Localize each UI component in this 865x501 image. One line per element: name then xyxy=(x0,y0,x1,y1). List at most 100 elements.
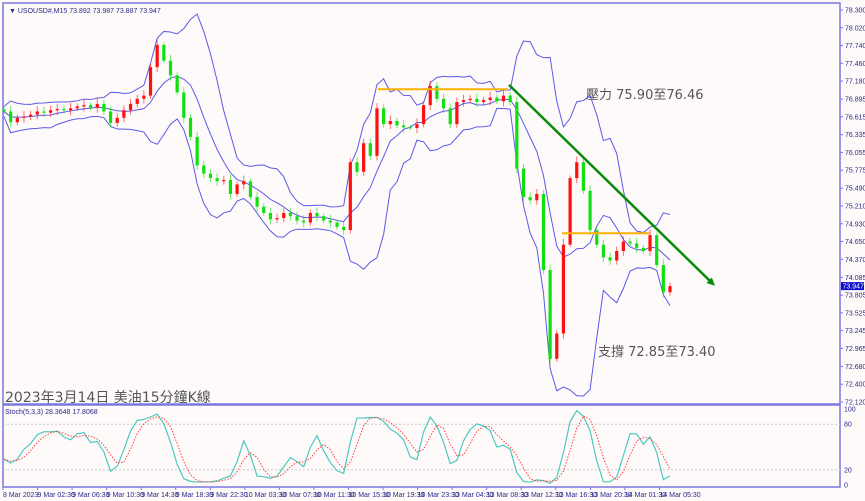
price-tick-label: 77.740 xyxy=(845,43,865,50)
time-tick-label: 13 Mar 16:30 xyxy=(556,492,597,499)
candle-body xyxy=(175,75,179,93)
price-tick-label: 72.400 xyxy=(845,382,865,389)
candle-body xyxy=(608,257,612,261)
candle-body xyxy=(481,100,486,102)
candle-body xyxy=(455,101,459,125)
candle-body xyxy=(468,98,472,101)
time-tick-label: 13 Mar 20:30 xyxy=(590,492,631,499)
current-price-marker xyxy=(841,282,864,291)
candle-body xyxy=(182,92,186,118)
time-tick-label: 9 Mar 14:30 xyxy=(141,492,178,499)
candle-body xyxy=(308,212,312,223)
time-tick-label: 13 Mar 12:30 xyxy=(521,492,562,499)
candle-body xyxy=(275,218,279,220)
price-tick-label: 72.680 xyxy=(845,364,865,371)
candle-body xyxy=(342,226,346,231)
support-annotation: 支撐 72.85至73.40 xyxy=(598,345,716,360)
candle-body xyxy=(595,230,599,245)
candle-body xyxy=(49,110,53,113)
candle-body xyxy=(262,206,266,213)
candle-body xyxy=(362,143,366,172)
stoch-main-line xyxy=(3,409,671,484)
candle-body xyxy=(621,241,625,252)
candle-body xyxy=(142,95,146,99)
candle-body xyxy=(315,212,319,217)
candle-body xyxy=(635,243,639,248)
candle-body xyxy=(535,193,539,201)
candle-body xyxy=(35,111,39,115)
price-tick-label: 73.805 xyxy=(845,293,865,300)
chart-caption: 2023年3月14日 美油15分鐘K線 xyxy=(5,389,211,406)
candle-body xyxy=(395,121,399,126)
price-axis: 78.300 78.020 77.740 77.460 77.180 76.895 76.6… xyxy=(840,8,865,407)
candle-body xyxy=(335,222,339,227)
time-tick-label: 9 Mar 06:30 xyxy=(72,492,109,499)
candle-body xyxy=(228,179,233,194)
price-tick-label: 73.525 xyxy=(845,310,865,317)
candle-body xyxy=(322,216,326,221)
candle-body xyxy=(135,98,139,104)
candle-body xyxy=(355,162,359,172)
candle-body xyxy=(661,264,665,293)
candle-body xyxy=(628,241,632,244)
candle-body xyxy=(235,184,239,194)
current-price-label: 73.947 xyxy=(843,284,865,291)
collapse-triangle-icon: ▼ xyxy=(9,8,18,15)
stoch-tick-label: 100 xyxy=(844,407,856,414)
candle-body xyxy=(108,111,113,123)
time-tick-label: 9 Mar 10:30 xyxy=(107,492,144,499)
candle-body xyxy=(382,108,386,125)
candle-body xyxy=(122,110,126,118)
candle-body xyxy=(88,105,93,108)
candle-body xyxy=(541,193,546,271)
candle-body xyxy=(268,212,272,220)
candle-body xyxy=(528,197,532,201)
price-tick-label: 74.930 xyxy=(845,221,865,228)
candle-body xyxy=(15,117,19,123)
price-tick-label: 76.055 xyxy=(845,150,865,157)
candle-body xyxy=(42,111,46,113)
candle-body xyxy=(302,220,306,223)
candle-body xyxy=(222,179,226,182)
candle-body xyxy=(62,108,66,111)
candle-body xyxy=(328,220,332,223)
price-tick-label: 72.965 xyxy=(845,346,865,353)
price-tick-label: 76.895 xyxy=(845,97,865,104)
candle-body xyxy=(461,100,466,102)
candle-body xyxy=(155,44,159,68)
stoch-signal-line xyxy=(3,415,671,483)
price-tick-label: 75.210 xyxy=(845,204,865,211)
candle-body xyxy=(581,162,586,191)
chart-header: ▼ USOUSD#,M15 73.892 73.987 73.887 73.94… xyxy=(9,8,161,15)
stoch-panel-border xyxy=(2,404,841,488)
price-tick-label: 77.180 xyxy=(845,79,865,86)
candle-body xyxy=(421,105,426,125)
time-tick-label: 8 Mar 2023 xyxy=(3,492,39,499)
candle-body xyxy=(242,181,246,185)
time-tick-label: 10 Mar 15:30 xyxy=(349,492,390,499)
candle-body xyxy=(601,244,605,258)
candle-body xyxy=(415,124,419,128)
candle-body xyxy=(82,105,86,107)
time-tick-label: 9 Mar 22:30 xyxy=(210,492,247,499)
candle-body xyxy=(448,108,452,125)
bollinger-upper-band xyxy=(3,13,671,234)
price-tick-label: 74.085 xyxy=(845,275,865,282)
price-tick-label: 75.775 xyxy=(845,168,865,175)
time-tick-label: 13 Mar 04:30 xyxy=(452,492,493,499)
candle-body xyxy=(388,121,392,125)
price-tick-label: 73.245 xyxy=(845,328,865,335)
time-tick-label: 10 Mar 11:30 xyxy=(314,492,355,499)
candle-body xyxy=(428,86,432,106)
candle-body xyxy=(561,244,566,334)
time-tick-label: 9 Mar 02:30 xyxy=(38,492,75,499)
price-tick-label: 74.650 xyxy=(845,239,865,246)
time-tick-label: 14 Mar 01:30 xyxy=(625,492,666,499)
stochastic-panel: 100 80 20 0 xyxy=(3,407,856,490)
candle-body xyxy=(202,165,206,174)
candle-body xyxy=(208,173,213,179)
candle-body xyxy=(102,103,106,112)
candle-body xyxy=(69,108,73,111)
time-tick-label: 10 Mar 23:30 xyxy=(418,492,459,499)
